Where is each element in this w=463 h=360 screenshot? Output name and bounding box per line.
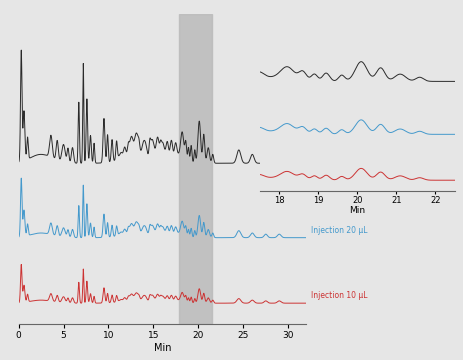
Text: Injection 10 μL: Injection 10 μL bbox=[310, 291, 366, 300]
X-axis label: Min: Min bbox=[349, 206, 364, 215]
Bar bbox=[178, 14, 212, 324]
X-axis label: Min: Min bbox=[153, 343, 171, 353]
Text: Injection 20 μL: Injection 20 μL bbox=[310, 226, 366, 235]
Text: Injection 50 μL: Injection 50 μL bbox=[310, 151, 367, 160]
